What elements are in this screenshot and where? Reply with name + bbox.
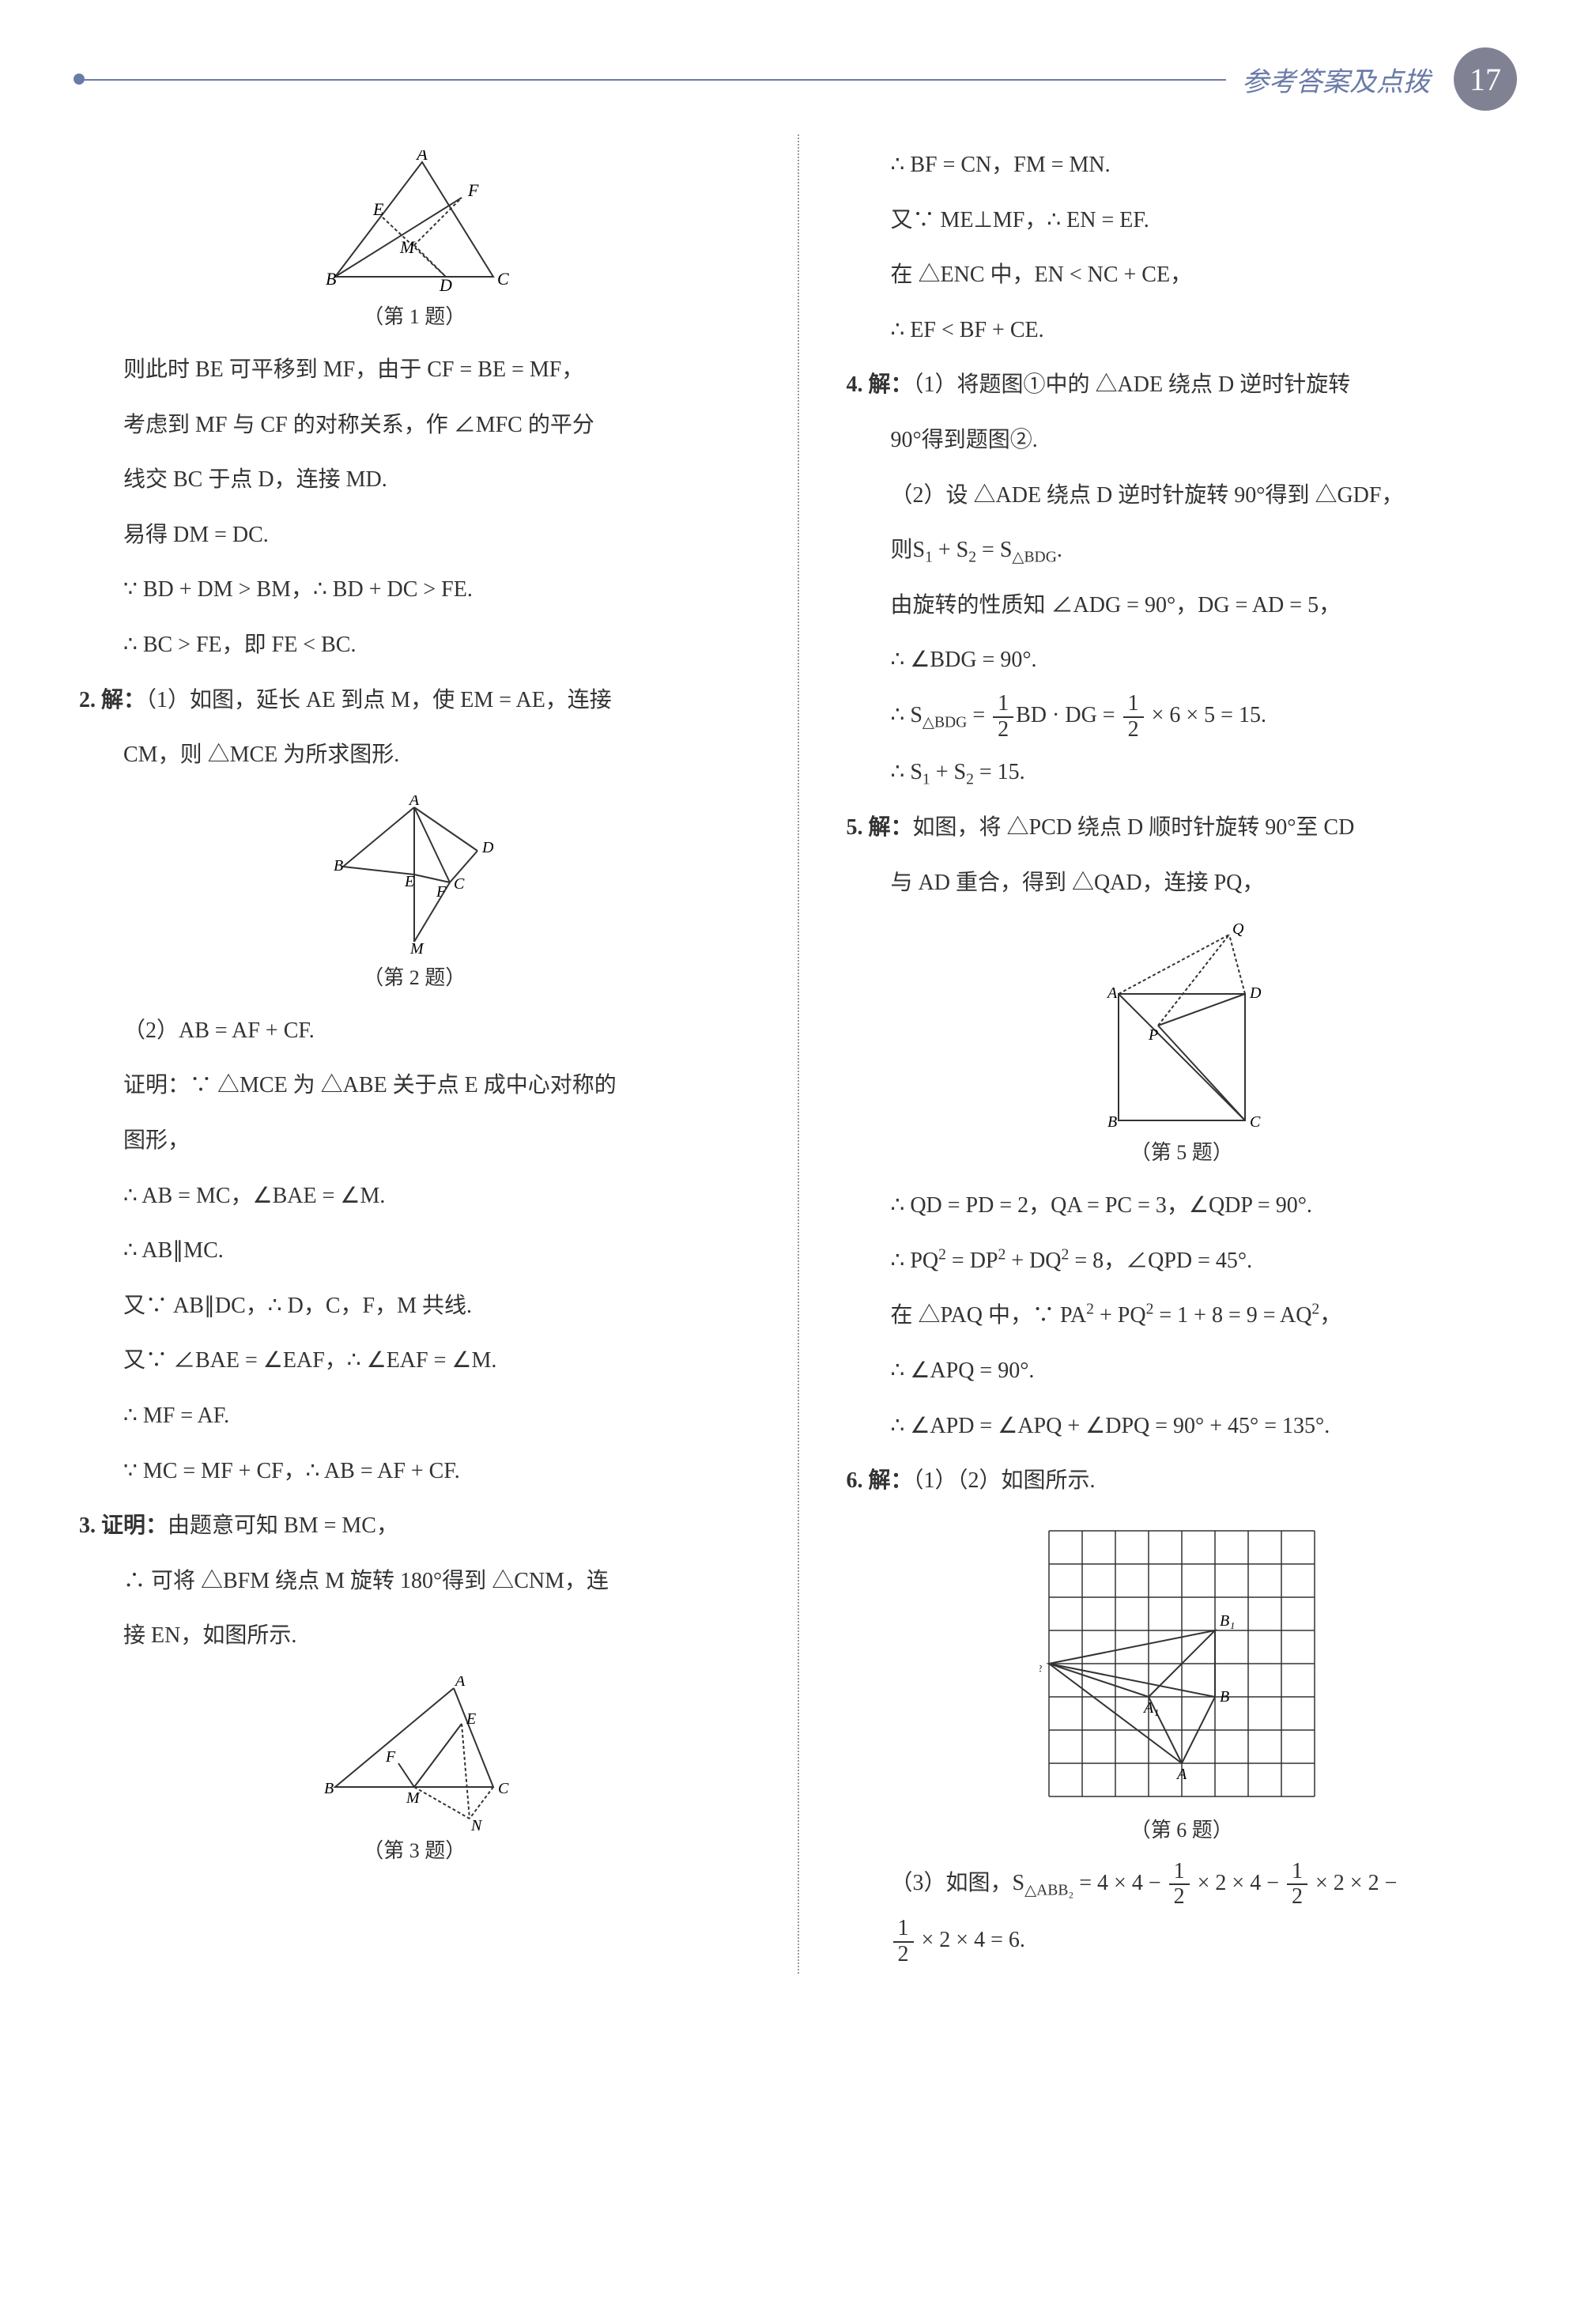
equation: 12 × 2 × 4 = 6. xyxy=(847,1916,1518,1966)
text: 又∵ ∠BAE = ∠EAF，∴ ∠EAF = ∠M. xyxy=(79,1336,750,1385)
equation: ∴ S1 + S2 = 15. xyxy=(847,748,1518,797)
column-divider xyxy=(798,134,799,1974)
svg-text:C: C xyxy=(1250,1113,1261,1128)
text: （2）AB = AF + CF. xyxy=(79,1007,750,1056)
text: 90°得到题图②. xyxy=(847,416,1518,465)
equation: 则S1 + S2 = S△BDG. xyxy=(847,526,1518,575)
svg-text:C: C xyxy=(498,1780,509,1797)
svg-text:E: E xyxy=(466,1710,476,1728)
text: 则此时 BE 可平移到 MF，由于 CF = BE = MF， xyxy=(79,346,750,395)
text: 与 AD 重合，得到 △QAD，连接 PQ， xyxy=(847,859,1518,908)
label-E: E xyxy=(372,199,384,219)
text: ∴ BF = CN，FM = MN. xyxy=(847,141,1518,190)
text: 又∵ AB∥DC，∴ D，C，F，M 共线. xyxy=(79,1282,750,1331)
label-C: C xyxy=(497,269,509,289)
svg-text:B: B xyxy=(324,1780,334,1797)
problem-4: 4. 解：（1）将题图①中的 △ADE 绕点 D 逆时针旋转 xyxy=(847,361,1518,410)
page-number-badge: 17 xyxy=(1454,47,1517,111)
q4-label: 4. 解： xyxy=(847,372,913,397)
text: （1）如图，延长 AE 到点 M，使 EM = AE，连接 xyxy=(145,688,612,712)
left-column: A B C D E F M （第 1 题） 则此时 BE 可平移到 MF，由于 … xyxy=(79,134,750,1974)
label-F: F xyxy=(467,180,479,200)
text: CM，则 △MCE 为所求图形. xyxy=(79,731,750,780)
text: 图形， xyxy=(79,1116,750,1166)
text: ∴ ∠APD = ∠APQ + ∠DPQ = 90° + 45° = 135°. xyxy=(847,1402,1518,1451)
text: 由旋转的性质知 ∠ADG = 90°，DG = AD = 5， xyxy=(847,581,1518,630)
svg-text:F: F xyxy=(385,1748,396,1766)
svg-text:A: A xyxy=(1106,984,1118,1002)
svg-text:A: A xyxy=(1175,1766,1187,1783)
content-area: A B C D E F M （第 1 题） 则此时 BE 可平移到 MF，由于 … xyxy=(79,134,1517,1974)
svg-text:A: A xyxy=(408,795,420,809)
right-column: ∴ BF = CN，FM = MN. 又∵ ME⊥MF，∴ EN = EF. 在… xyxy=(847,134,1518,1974)
q6-label: 6. 解： xyxy=(847,1468,913,1493)
header-title: 参考答案及点拨 xyxy=(1226,60,1430,99)
equation: ∴ S△BDG = 12BD · DG = 12 × 6 × 5 = 15. xyxy=(847,691,1518,742)
text: ∴ AB∥MC. xyxy=(79,1226,750,1275)
figure-1: A B C D E F M （第 1 题） xyxy=(79,150,750,330)
figure-3-caption: （第 3 题） xyxy=(363,1839,466,1862)
figure-1-caption: （第 1 题） xyxy=(79,300,750,330)
equation: （3）如图，S△ABB₂ = 4 × 4 − 12 × 2 × 4 − 12 ×… xyxy=(847,1859,1518,1910)
figure-2-caption: （第 2 题） xyxy=(79,961,750,991)
svg-text:D: D xyxy=(1249,984,1262,1002)
figure-3: A B C E F M N （第 3 题） xyxy=(79,1676,750,1864)
label-M: M xyxy=(399,237,416,257)
svg-text:M: M xyxy=(406,1789,421,1807)
q2-label: 2. 解： xyxy=(79,688,145,712)
svg-text:D: D xyxy=(481,839,494,856)
text: 接 EN，如图所示. xyxy=(79,1611,750,1660)
svg-text:B₂: B₂ xyxy=(1039,1655,1042,1672)
problem-5: 5. 解：如图，将 △PCD 绕点 D 顺时针旋转 90°至 CD xyxy=(847,803,1518,852)
svg-text:Q: Q xyxy=(1232,923,1244,938)
svg-text:B: B xyxy=(1220,1688,1229,1706)
figure-6-caption: （第 6 题） xyxy=(847,1814,1518,1843)
text: ∵ BD + DM > BM，∴ BD + DC > FE. xyxy=(79,565,750,614)
page-header: 参考答案及点拨 17 xyxy=(79,47,1517,111)
svg-text:M: M xyxy=(409,940,424,954)
svg-text:B: B xyxy=(1107,1113,1117,1128)
text: ∴ 可将 △BFM 绕点 M 旋转 180°得到 △CNM，连 xyxy=(79,1557,750,1606)
label-D: D xyxy=(439,275,452,293)
svg-text:B₁: B₁ xyxy=(1220,1612,1235,1630)
svg-text:B: B xyxy=(334,857,343,875)
text: ∴ QD = PD = 2，QA = PC = 3，∠QDP = 90°. xyxy=(847,1181,1518,1230)
text: 在 △ENC 中，EN < NC + CE， xyxy=(847,251,1518,300)
problem-2: 2. 解：（1）如图，延长 AE 到点 M，使 EM = AE，连接 xyxy=(79,676,750,725)
text: ∴ MF = AF. xyxy=(79,1392,750,1441)
figure-5: A B C D P Q （第 5 题） xyxy=(847,923,1518,1166)
svg-text:E: E xyxy=(404,873,414,890)
figure-5-caption: （第 5 题） xyxy=(847,1136,1518,1166)
text: ∴ BC > FE，即 FE < BC. xyxy=(79,621,750,670)
problem-3: 3. 证明：由题意可知 BM = MC， xyxy=(79,1502,750,1551)
q5-label: 5. 解： xyxy=(847,815,913,840)
label-A: A xyxy=(416,150,428,164)
svg-text:N: N xyxy=(470,1817,483,1834)
text: ∴ EF < BF + CE. xyxy=(847,306,1518,355)
q3-label: 3. 证明： xyxy=(79,1513,168,1538)
text: 易得 DM = DC. xyxy=(79,511,750,560)
text: 线交 BC 于点 D，连接 MD. xyxy=(79,455,750,504)
figure-2: A B C D E F M （第 2 题） xyxy=(79,795,750,991)
text: （2）设 △ADE 绕点 D 逆时针旋转 90°得到 △GDF， xyxy=(847,471,1518,520)
figure-6: A A₁ B B₁ B₂ （第 6 题） xyxy=(847,1521,1518,1843)
text: 由题意可知 BM = MC， xyxy=(168,1513,398,1538)
label-B: B xyxy=(326,269,336,289)
svg-text:P: P xyxy=(1148,1026,1158,1044)
text: ∴ AB = MC，∠BAE = ∠M. xyxy=(79,1172,750,1221)
svg-text:C: C xyxy=(454,875,465,893)
text: ∴ ∠BDG = 90°. xyxy=(847,636,1518,685)
text: ∵ MC = MF + CF，∴ AB = AF + CF. xyxy=(79,1447,750,1496)
header-rule xyxy=(79,79,1375,81)
text: 证明：∵ △MCE 为 △ABE 关于点 E 成中心对称的 xyxy=(79,1061,750,1110)
svg-text:F: F xyxy=(436,883,447,901)
text: 考虑到 MF 与 CF 的对称关系，作 ∠MFC 的平分 xyxy=(79,401,750,450)
text: 又∵ ME⊥MF，∴ EN = EF. xyxy=(847,196,1518,245)
equation: ∴ PQ2 = DP2 + DQ2 = 8，∠QPD = 45°. xyxy=(847,1237,1518,1286)
svg-text:A: A xyxy=(454,1676,466,1690)
text: ∴ ∠APQ = 90°. xyxy=(847,1347,1518,1396)
equation: 在 △PAQ 中，∵ PA2 + PQ2 = 1 + 8 = 9 = AQ2， xyxy=(847,1291,1518,1340)
svg-text:A₁: A₁ xyxy=(1142,1699,1159,1717)
problem-6: 6. 解：（1）（2）如图所示. xyxy=(847,1456,1518,1506)
